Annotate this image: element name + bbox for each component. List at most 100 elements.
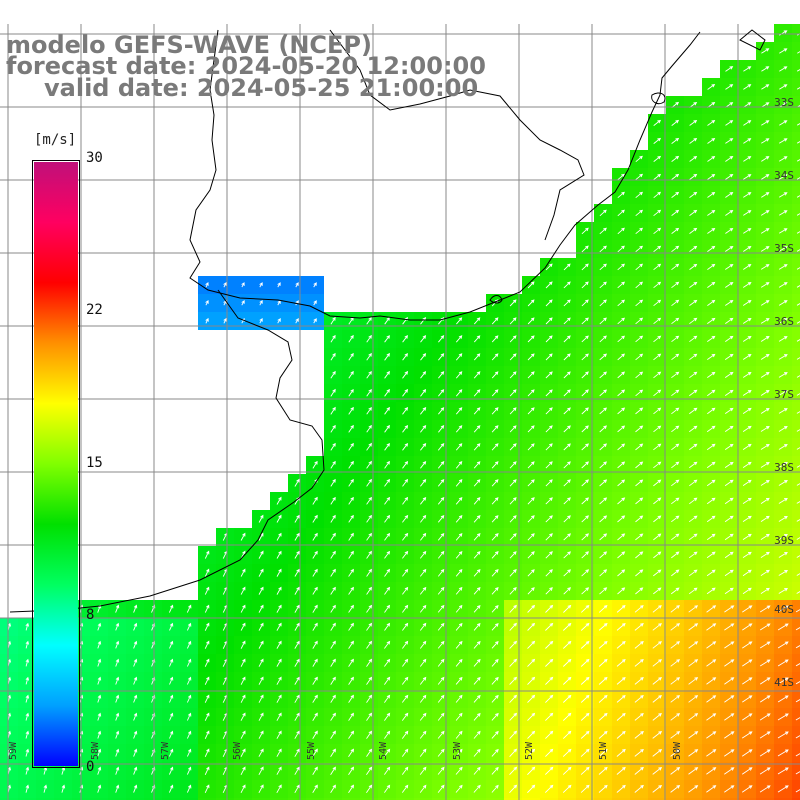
- wind-cell: [792, 204, 800, 222]
- wind-arrow: [97, 622, 102, 631]
- lat-lon-grid: [0, 24, 800, 800]
- wind-arrow: [617, 371, 626, 379]
- wind-arrow: [688, 659, 699, 667]
- wind-arrow: [491, 622, 499, 631]
- wind-arrow: [438, 389, 445, 397]
- wind-arrow: [348, 658, 354, 667]
- wind-arrow: [473, 622, 481, 631]
- wind-arrow: [348, 424, 354, 433]
- wind-arrow: [277, 317, 281, 324]
- wind-arrow: [742, 587, 752, 595]
- wind-cell: [792, 780, 800, 798]
- wind-arrow: [527, 766, 536, 776]
- wind-arrow: [509, 586, 517, 595]
- wind-arrow: [186, 730, 192, 739]
- wind-arrow: [276, 568, 282, 577]
- wind-arrow: [706, 497, 716, 505]
- wind-arrow: [689, 317, 698, 325]
- wind-arrow: [455, 766, 463, 775]
- wind-arrow: [348, 640, 354, 649]
- wind-arrow: [133, 658, 138, 667]
- wind-arrow: [312, 730, 318, 739]
- wind-arrow: [348, 352, 354, 361]
- wind-arrow: [671, 479, 680, 487]
- wind-arrow: [384, 496, 391, 505]
- wind-arrow: [312, 586, 318, 595]
- wind-arrow: [724, 623, 735, 631]
- wind-arrow: [420, 460, 427, 469]
- wind-cell: [648, 798, 666, 800]
- wind-cell: [558, 798, 576, 800]
- wind-arrow: [186, 766, 192, 775]
- wind-arrow: [617, 533, 626, 541]
- wind-arrow: [258, 730, 264, 739]
- wind-arrow: [707, 245, 716, 252]
- wind-cell: [216, 798, 234, 800]
- wind-arrow: [563, 443, 571, 451]
- wind-arrow: [581, 263, 589, 271]
- wind-arrow: [688, 785, 699, 793]
- wind-arrow: [724, 731, 735, 739]
- lon-label: 50W: [672, 741, 683, 760]
- title-forecast-date: forecast date: 2024-05-20 12:00:00: [6, 52, 486, 80]
- wind-arrow: [545, 281, 553, 289]
- wind-arrow: [761, 66, 770, 72]
- wind-arrow: [473, 784, 481, 793]
- wind-cell: [792, 618, 800, 636]
- wind-arrow: [779, 120, 788, 126]
- wind-arrow: [509, 604, 517, 613]
- wind-arrow: [653, 263, 662, 271]
- wind-arrow: [419, 604, 427, 613]
- wind-arrow: [634, 676, 644, 685]
- wind-arrow: [402, 604, 409, 613]
- wind-arrow: [204, 694, 210, 703]
- wind-arrow: [294, 532, 300, 541]
- wind-arrow: [635, 263, 644, 271]
- wind-arrow: [778, 588, 788, 594]
- wind-arrow: [384, 568, 391, 577]
- wind-arrow: [25, 730, 30, 739]
- wind-arrow: [652, 623, 662, 631]
- wind-arrow: [276, 766, 282, 775]
- wind-arrow: [419, 676, 427, 685]
- wind-cell: [774, 798, 792, 800]
- wind-arrow: [689, 263, 698, 270]
- wind-arrow: [743, 192, 752, 198]
- wind-arrow: [635, 569, 644, 577]
- wind-arrow: [348, 460, 354, 469]
- wind-arrow: [384, 335, 390, 343]
- wind-arrow: [330, 424, 336, 433]
- wind-arrow: [635, 371, 644, 379]
- wind-arrow: [707, 209, 716, 216]
- wind-arrow: [527, 533, 535, 541]
- wind-arrow: [563, 353, 571, 361]
- wind-arrow: [473, 605, 481, 613]
- wind-arrow: [276, 514, 282, 523]
- wind-arrow: [724, 713, 735, 721]
- wind-arrow: [115, 622, 120, 631]
- wind-arrow: [671, 443, 680, 451]
- wind-arrow: [634, 605, 644, 613]
- wind-arrow: [761, 192, 770, 198]
- wind-arrow: [562, 748, 572, 757]
- wind-arrow: [725, 245, 734, 252]
- wind-arrow: [563, 407, 571, 415]
- wind-arrow: [635, 551, 644, 559]
- wind-arrow: [366, 478, 372, 487]
- wind-arrow: [97, 712, 102, 721]
- wind-arrow: [509, 299, 517, 307]
- wind-arrow: [598, 622, 608, 631]
- wind-arrow: [617, 263, 626, 271]
- wind-arrow: [527, 658, 536, 667]
- wind-arrow: [688, 641, 699, 649]
- wind-arrow: [653, 371, 662, 379]
- wind-arrow: [724, 479, 734, 487]
- wind-arrow: [581, 533, 589, 541]
- wind-arrow: [563, 604, 572, 613]
- wind-arrow: [97, 604, 102, 613]
- wind-arrow: [562, 640, 572, 649]
- wind-arrow: [670, 677, 681, 685]
- wind-arrow: [707, 155, 716, 162]
- wind-arrow: [742, 443, 752, 450]
